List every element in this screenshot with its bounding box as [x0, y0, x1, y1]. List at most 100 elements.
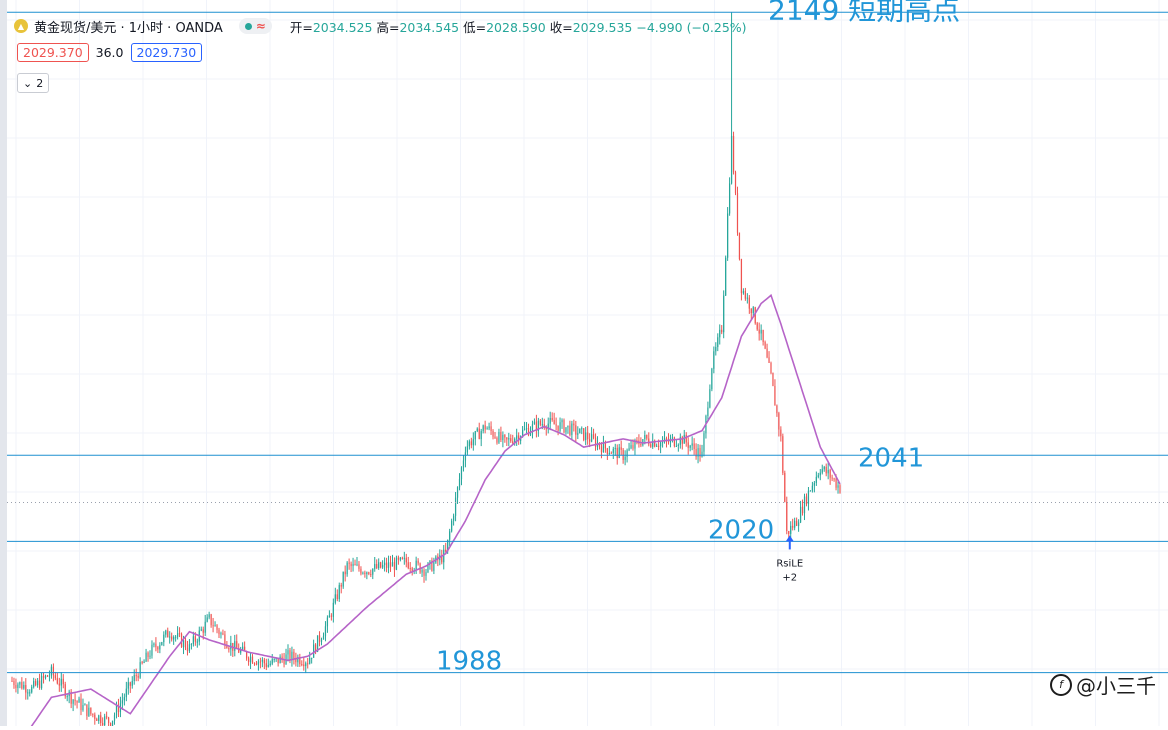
candle-body — [563, 420, 565, 433]
candle-body — [261, 659, 263, 662]
open-value: 2034.525 — [312, 19, 373, 35]
candle-body — [656, 445, 658, 447]
candle-body — [474, 431, 476, 440]
market-status[interactable]: ≈ — [238, 18, 272, 34]
candle-body — [608, 452, 610, 454]
candle-body — [76, 701, 78, 703]
candle-body — [145, 652, 147, 662]
candle-body — [389, 562, 392, 567]
candle-body — [127, 682, 129, 689]
candle-body — [675, 445, 677, 447]
candle-body — [104, 716, 106, 726]
candle-body — [462, 460, 465, 468]
candle-body — [281, 656, 283, 659]
candle-body — [125, 688, 127, 698]
level-label-1988: 1988 — [436, 647, 502, 677]
candle-body — [267, 664, 269, 667]
candle-body — [385, 562, 388, 568]
candle-body — [37, 680, 39, 686]
candle-body — [527, 428, 530, 436]
ohlc-values: 开=2034.525 高=2034.545 低=2028.590 收=2029.… — [289, 19, 747, 35]
candle-body — [454, 497, 457, 516]
candle-body — [121, 700, 124, 704]
candle-body — [25, 685, 27, 693]
candle-body — [478, 428, 480, 440]
candle-body — [399, 557, 401, 560]
candle-body — [208, 614, 210, 618]
candle-body — [431, 560, 433, 571]
candle-body — [346, 562, 348, 575]
candle-body — [94, 714, 96, 719]
indicators-toggle-button[interactable]: ⌄ 2 — [17, 73, 50, 93]
candle-body — [476, 428, 478, 432]
candle-body — [799, 506, 802, 523]
candle-body — [782, 436, 784, 473]
candle-body — [27, 692, 29, 694]
candle-body — [320, 639, 323, 642]
candle-body — [117, 705, 120, 713]
candle-body — [691, 443, 693, 446]
candle-body — [283, 658, 285, 665]
candle-body — [159, 645, 161, 650]
candle-body — [699, 448, 701, 457]
candle-body — [56, 678, 58, 684]
candle-body — [510, 438, 512, 442]
candle-body — [364, 572, 366, 575]
candle-body — [423, 569, 425, 576]
symbol-title[interactable]: 黄金现货/美元 · 1小时 · OANDA — [34, 20, 223, 36]
candle-body — [214, 625, 216, 627]
candle-body — [610, 452, 612, 454]
candle-body — [370, 573, 372, 575]
candle-body — [788, 531, 790, 534]
candle-body — [827, 469, 829, 474]
candle-body — [433, 562, 435, 571]
candle-body — [38, 680, 41, 689]
candle-body — [811, 485, 814, 491]
candle-body — [529, 431, 532, 436]
candle-body — [677, 444, 679, 446]
candle-body — [807, 490, 810, 505]
candle-body — [736, 193, 739, 233]
author-watermark: f @小三千 — [1050, 670, 1156, 699]
candle-body — [295, 658, 297, 663]
candle-body — [693, 443, 695, 449]
candle-body — [451, 520, 453, 532]
candle-body — [679, 437, 681, 445]
sell-price-button[interactable]: 2029.370 — [17, 43, 89, 62]
buy-price-button[interactable]: 2029.730 — [130, 43, 203, 62]
candle-body — [13, 681, 15, 686]
candle-body — [571, 423, 573, 435]
candle-body — [604, 441, 607, 449]
candle-body — [547, 423, 549, 430]
candle-body — [742, 290, 745, 294]
candle-body — [100, 715, 102, 723]
candle-body — [279, 656, 281, 664]
candle-body — [405, 557, 407, 563]
candle-body — [395, 557, 398, 570]
candle-body — [592, 434, 595, 438]
candle-body — [149, 655, 151, 657]
candle-body — [466, 446, 469, 453]
candle-body — [583, 428, 585, 440]
candle-body — [551, 417, 553, 421]
candle-body — [192, 636, 194, 645]
candle-body — [537, 420, 539, 431]
candle-body — [518, 435, 520, 441]
candle-body — [249, 656, 252, 663]
data-delay-icon: ≈ — [255, 19, 266, 33]
candle-body — [774, 385, 776, 406]
candle-body — [322, 636, 325, 640]
candle-body — [512, 441, 514, 444]
candle-body — [200, 629, 202, 631]
candle-body — [338, 585, 340, 600]
candle-body — [565, 427, 567, 433]
candle-body — [748, 297, 750, 309]
candle-body — [709, 389, 711, 408]
candle-body — [147, 652, 149, 657]
candle-body — [730, 135, 733, 184]
candle-body — [630, 445, 632, 449]
signal-label: RsiLE — [776, 558, 803, 569]
candle-body — [115, 705, 118, 716]
